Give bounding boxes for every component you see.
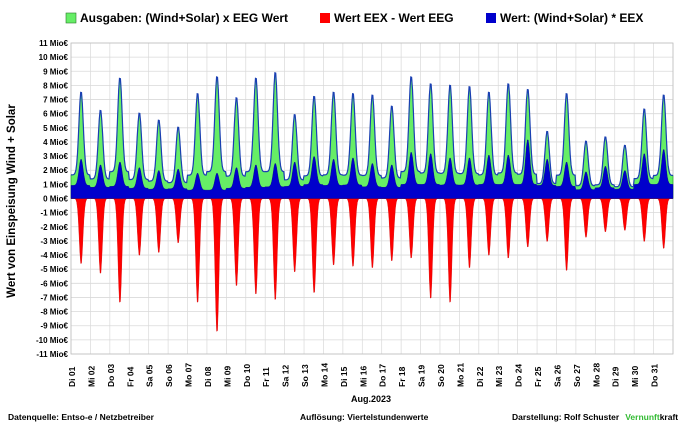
x-tick-label: Fr 11 — [261, 367, 271, 387]
x-tick-label: Fr 25 — [533, 366, 543, 387]
x-tick-label: Mi 02 — [86, 365, 96, 387]
y-tick-label: 0 Mio€ — [43, 195, 68, 204]
series-area-eex-wert — [70, 139, 674, 199]
legend-swatch — [320, 13, 330, 23]
x-tick-label: Do 17 — [378, 364, 388, 387]
legend-entry: Ausgaben: (Wind+Solar) x EEG Wert — [80, 11, 288, 25]
y-tick-label: 7 Mio€ — [43, 96, 68, 105]
x-tick-label: Fr 18 — [397, 366, 407, 387]
x-tick-label: Do 24 — [514, 364, 524, 387]
x-tick-label: Sa 05 — [145, 365, 155, 387]
y-tick-label: -3 Mio€ — [40, 237, 68, 246]
x-tick-label: Di 01 — [67, 366, 77, 387]
plot-area — [70, 71, 674, 332]
y-tick-label: 1 Mio€ — [43, 180, 68, 189]
x-tick-label: Fr 04 — [125, 366, 135, 387]
x-tick-label: Di 08 — [203, 366, 213, 387]
legend-swatch — [65, 12, 77, 24]
y-tick-label: 9 Mio€ — [43, 67, 68, 76]
y-tick-label: -2 Mio€ — [40, 223, 68, 232]
y-tick-label: 8 Mio€ — [43, 81, 68, 90]
x-axis-label: Aug.2023 — [351, 394, 391, 404]
y-tick-label: -6 Mio€ — [40, 279, 68, 288]
y-tick-label: -8 Mio€ — [40, 308, 68, 317]
y-tick-label: 6 Mio€ — [43, 110, 68, 119]
x-tick-label: So 13 — [300, 364, 310, 387]
legend-entry: Wert: (Wind+Solar) * EEX — [500, 11, 643, 25]
legend-entry: Wert EEX - Wert EEG — [334, 11, 454, 25]
y-tick-label: 5 Mio€ — [43, 124, 68, 133]
y-tick-label: 4 Mio€ — [43, 138, 68, 147]
x-tick-label: Mo 21 — [455, 363, 465, 387]
y-tick-label: -4 Mio€ — [40, 251, 68, 260]
x-tick-label: Mo 07 — [184, 363, 194, 387]
brand-vernunft: Vernunft — [625, 412, 660, 422]
footer-credit-author: Darstellung: Rolf Schuster — [512, 412, 620, 422]
y-tick-label: -5 Mio€ — [40, 265, 68, 274]
x-tick-label: Mi 16 — [358, 365, 368, 387]
x-tick-label: Mo 14 — [320, 363, 330, 387]
x-tick-label: Do 31 — [650, 364, 660, 387]
y-tick-label: -7 Mio€ — [40, 293, 68, 302]
y-tick-label: 2 Mio€ — [43, 166, 68, 175]
x-tick-label: Sa 26 — [553, 365, 563, 387]
x-tick-label: Sa 19 — [417, 365, 427, 387]
y-tick-label: -11 Mio€ — [36, 350, 68, 359]
x-tick-label: Mi 09 — [222, 365, 232, 387]
footer-credit: Darstellung: Rolf Schuster Vernunftkraft — [512, 412, 678, 422]
x-tick-label: Mi 30 — [630, 365, 640, 387]
x-tick-label: Di 22 — [475, 366, 485, 387]
x-tick-label: Mi 23 — [494, 365, 504, 387]
x-tick-label: Di 29 — [611, 366, 621, 387]
x-axis: Di 01 Mi 02 Do 03 Fr 04 Sa 05 So 06 Mo 07 Di 08… — [67, 363, 660, 387]
x-tick-label: Do 10 — [242, 364, 252, 387]
x-tick-label: So 27 — [572, 364, 582, 387]
x-tick-label: So 20 — [436, 364, 446, 387]
y-axis-label: Wert von Einspeisung Wind + Solar — [6, 104, 18, 298]
legend: Ausgaben: (Wind+Solar) x EEG Wert Wert EE… — [65, 11, 643, 25]
y-axis: 11 Mio€ 10 Mio€ 9 Mio€ 8 Mio€ 7 Mio€ 6 Mio€ 5 … — [36, 39, 69, 359]
y-tick-label: -10 Mio€ — [36, 336, 69, 345]
y-tick-label: 11 Mio€ — [39, 39, 68, 48]
x-tick-label: Di 15 — [339, 366, 349, 387]
y-tick-label: 10 Mio€ — [39, 53, 69, 62]
brand-kraft: kraft — [660, 412, 678, 422]
y-tick-label: 3 Mio€ — [43, 152, 68, 161]
x-tick-label: Do 03 — [106, 364, 116, 387]
x-tick-label: So 06 — [164, 364, 174, 387]
footer-source: Datenquelle: Entso-e / Netzbetreiber — [8, 412, 155, 422]
series-outline-eeg-ausgaben — [71, 71, 674, 188]
footer-resolution: Auflösung: Viertelstundenwerte — [300, 412, 429, 422]
x-tick-label: Sa 12 — [281, 365, 291, 387]
y-tick-label: -9 Mio€ — [40, 322, 68, 331]
y-tick-label: -1 Mio€ — [40, 209, 68, 218]
legend-swatch — [486, 13, 496, 23]
x-tick-label: Mo 28 — [591, 363, 601, 387]
